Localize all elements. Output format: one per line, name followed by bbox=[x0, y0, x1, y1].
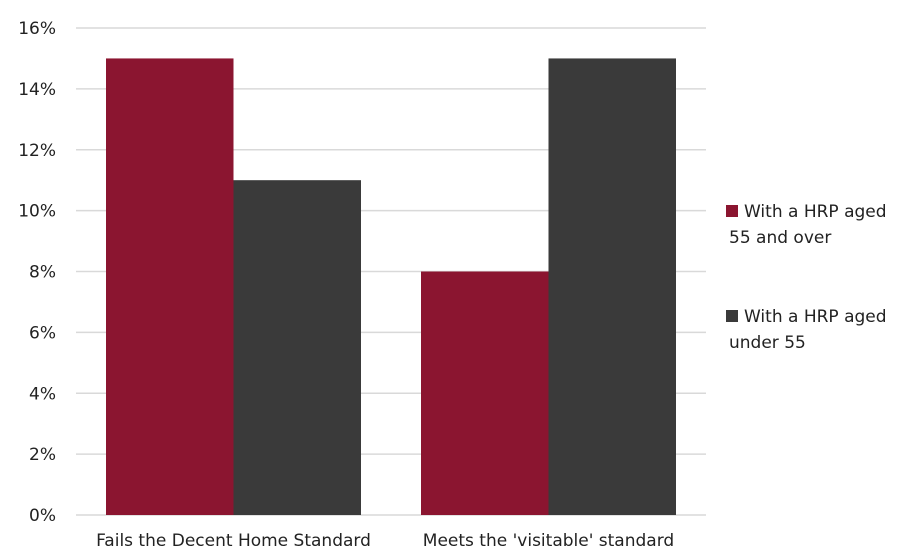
y-tick-label: 16% bbox=[18, 19, 56, 39]
legend-label-2: under 55 bbox=[729, 333, 806, 353]
y-tick-label: 2% bbox=[29, 445, 56, 465]
bar-series-2-1 bbox=[233, 180, 361, 515]
y-tick-label: 6% bbox=[29, 323, 56, 343]
legend-label-2: With a HRP aged bbox=[744, 307, 887, 327]
bars bbox=[106, 58, 676, 515]
legend: With a HRP aged 55 and over With a HRP age… bbox=[726, 202, 887, 353]
y-tick-label: 4% bbox=[29, 384, 56, 404]
legend-label-1: With a HRP aged bbox=[744, 202, 887, 222]
bar-series-2-2 bbox=[548, 58, 676, 515]
x-category-label: Meets the 'visitable' standard bbox=[423, 531, 674, 551]
legend-swatch-2 bbox=[726, 310, 738, 322]
legend-label-1: 55 and over bbox=[729, 228, 831, 248]
bar-series-1-2 bbox=[421, 271, 549, 515]
legend-swatch-1 bbox=[726, 205, 738, 217]
x-category-label: Fails the Decent Home Standard bbox=[96, 531, 371, 551]
y-tick-label: 12% bbox=[18, 141, 56, 161]
bar-series-1-1 bbox=[106, 58, 234, 515]
x-axis-category-labels: Fails the Decent Home Standard Meets the … bbox=[96, 531, 674, 551]
y-tick-label: 10% bbox=[18, 202, 56, 222]
y-tick-label: 0% bbox=[29, 506, 56, 526]
y-axis-tick-labels: 0% 2% 4% 6% 8% 10% 12% 14% 16% bbox=[18, 19, 56, 526]
y-tick-label: 8% bbox=[29, 263, 56, 283]
y-tick-label: 14% bbox=[18, 80, 56, 100]
